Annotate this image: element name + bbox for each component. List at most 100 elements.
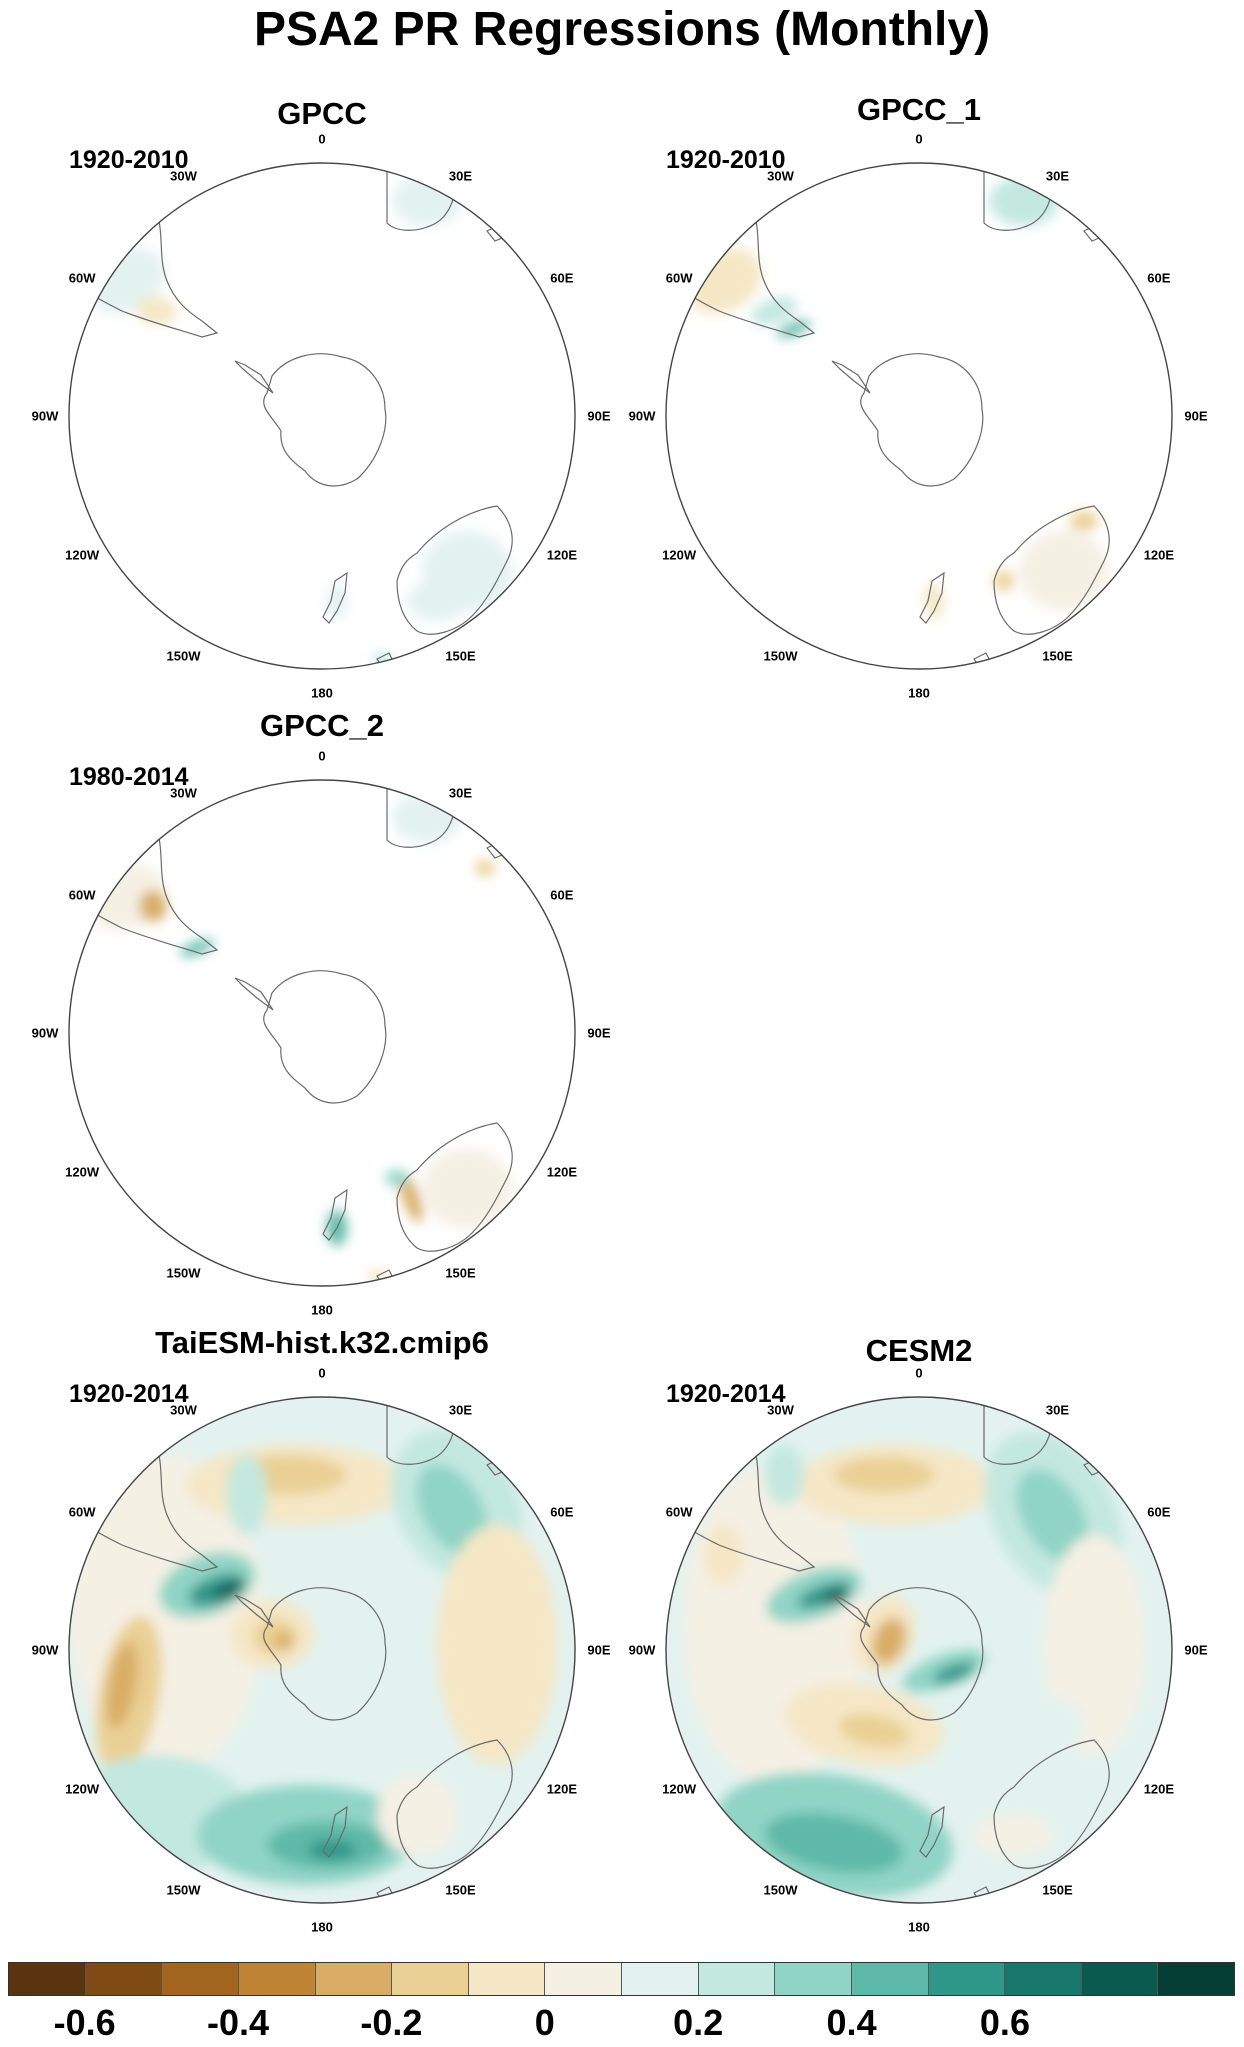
colorbar-swatch <box>468 1963 546 1995</box>
coastline <box>919 571 945 624</box>
regression-field-blob <box>1015 1469 1089 1561</box>
regression-field-blob <box>139 890 167 922</box>
longitude-label: 150W <box>763 648 798 664</box>
longitude-label: 150W <box>166 1882 201 1898</box>
coastline <box>263 353 387 487</box>
longitude-label: 180 <box>311 685 333 701</box>
longitude-label: 150W <box>166 648 201 664</box>
longitude-label: 90W <box>628 408 656 424</box>
longitude-label: 60W <box>665 1504 693 1519</box>
longitude-label: 30E <box>1045 1402 1070 1418</box>
longitude-label: 30W <box>170 785 197 801</box>
regression-field-blob <box>106 1641 138 1729</box>
regression-field-blob <box>1070 511 1098 531</box>
longitude-label: 120E <box>546 1164 578 1179</box>
regression-field-blob <box>327 583 347 619</box>
colorbar-swatch <box>775 1963 852 1995</box>
longitude-label: 60W <box>665 270 693 285</box>
coastline <box>860 1587 984 1721</box>
regression-field-blob <box>213 1582 245 1600</box>
longitude-label: 90E <box>1184 408 1208 424</box>
regression-field-blob <box>415 1464 489 1556</box>
map-boundary <box>68 1396 576 1904</box>
longitude-label: 0 <box>318 131 326 147</box>
longitude-label: 60E <box>1147 270 1171 285</box>
longitude-label: 120W <box>662 1781 697 1796</box>
coastline <box>860 353 984 487</box>
longitude-label: 30W <box>767 1402 794 1418</box>
longitude-label: 90W <box>31 1025 59 1041</box>
longitude-label: 120E <box>546 547 578 562</box>
longitude-label: 30W <box>767 168 794 184</box>
regression-field-blob <box>764 1812 904 1874</box>
longitude-label: 60E <box>1147 1504 1171 1519</box>
panel-period: 1980-2014 <box>69 763 189 791</box>
colorbar-tick-label: 0.6 <box>979 2002 1030 2043</box>
longitude-label: 150E <box>1042 1882 1073 1898</box>
longitude-label: 120W <box>65 547 100 562</box>
longitude-label: 0 <box>915 131 923 147</box>
regression-field-blob <box>1019 531 1109 611</box>
longitude-label: 60W <box>68 1504 96 1519</box>
longitude-label: 180 <box>311 1919 333 1935</box>
longitude-label: 60W <box>68 270 96 285</box>
longitude-label: 120W <box>65 1164 100 1179</box>
colorbar-swatch <box>1158 1963 1234 1995</box>
coastline <box>234 977 274 1011</box>
regression-field-blob <box>751 297 797 325</box>
polar-map <box>68 779 576 1287</box>
colorbar-swatch <box>9 1963 86 1995</box>
colorbar-tick-label: 0.2 <box>673 2002 724 2043</box>
regression-field-blob <box>308 1840 356 1860</box>
longitude-label: 150E <box>445 1882 476 1898</box>
coastline <box>263 970 387 1104</box>
regression-field-blob <box>399 1173 423 1223</box>
regression-field-blob <box>179 939 215 957</box>
regression-field-blob <box>475 860 495 876</box>
colorbar-swatch <box>392 1963 469 1995</box>
colorbar-swatch <box>851 1963 929 1995</box>
panel-period: 1920-2010 <box>69 146 189 174</box>
longitude-label: 0 <box>915 1365 923 1381</box>
map-boundary <box>68 779 576 1287</box>
longitude-label: 60E <box>550 270 574 285</box>
panel-title: CESM2 <box>865 1333 973 1368</box>
colorbar-swatch <box>928 1963 1006 1995</box>
longitude-label: 150E <box>445 648 476 664</box>
longitude-label: 90E <box>1184 1642 1208 1658</box>
coastline <box>234 360 274 394</box>
longitude-label: 180 <box>908 685 930 701</box>
regression-field-blob <box>385 1170 409 1186</box>
longitude-label: 150W <box>166 1265 201 1281</box>
longitude-label: 30W <box>170 1402 197 1418</box>
panel-period: 1920-2014 <box>69 1380 189 1408</box>
coastline <box>234 1594 274 1628</box>
colorbar-tick-label: 0 <box>534 2002 555 2043</box>
regression-field-blob <box>704 1525 744 1585</box>
longitude-label: 180 <box>311 1302 333 1318</box>
longitude-label: 30E <box>1045 168 1070 184</box>
regression-field-blob <box>422 1148 512 1228</box>
regression-field-blob <box>327 1565 407 1625</box>
regression-field-blob <box>274 1633 294 1649</box>
longitude-label: 30E <box>448 785 473 801</box>
longitude-label: 120W <box>65 1781 100 1796</box>
regression-field-blob <box>437 1525 557 1765</box>
polar-map <box>665 1396 1173 1904</box>
regression-field-blob <box>227 1455 267 1535</box>
colorbar-swatch <box>698 1963 776 1995</box>
coastline <box>263 1587 387 1721</box>
regression-field-blob <box>933 1662 975 1684</box>
longitude-label: 90W <box>628 1642 656 1658</box>
colorbar-tick-label: -0.2 <box>360 2002 423 2043</box>
regression-field-blob <box>764 1445 804 1505</box>
coastline <box>831 1594 871 1628</box>
colorbar-tick-label: 0.4 <box>826 2002 877 2043</box>
longitude-label: 120W <box>662 547 697 562</box>
figure-title: PSA2 PR Regressions (Monthly) <box>253 3 991 56</box>
longitude-label: 120E <box>546 1781 578 1796</box>
regression-field-blob <box>924 583 944 619</box>
colorbar-swatch <box>162 1963 239 1995</box>
longitude-label: 60W <box>68 887 96 902</box>
longitude-label: 120E <box>1143 547 1175 562</box>
